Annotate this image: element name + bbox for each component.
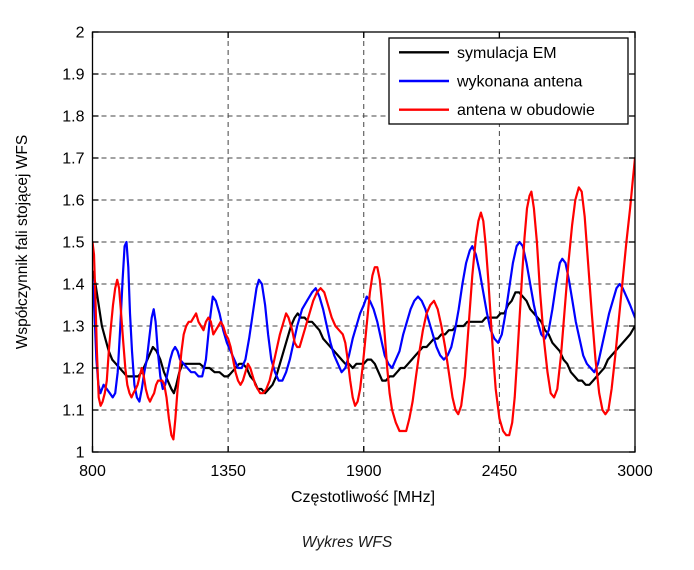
legend-label: antena w obudowie — [457, 102, 595, 119]
series-group — [92, 156, 635, 441]
legend-item: antena w obudowie — [399, 102, 595, 119]
x-tick-label: 3000 — [617, 463, 653, 480]
y-tick-label: 1.2 — [62, 361, 84, 378]
legend-item: wykonana antena — [399, 74, 583, 91]
y-tick-label: 1.6 — [62, 193, 84, 210]
legend-item: symulacja EM — [399, 45, 557, 62]
y-tick-label: 1.7 — [62, 151, 84, 168]
legend-label: wykonana antena — [456, 74, 583, 91]
y-tick-label: 1 — [76, 445, 85, 462]
series-line-wykonana-antena — [92, 240, 635, 403]
legend: symulacja EM wykonana antena antena w obud… — [388, 37, 629, 125]
y-axis-label: Współczynnik fali stojącej WFS — [14, 135, 31, 349]
legend-label: symulacja EM — [457, 45, 557, 62]
figure-caption: Wykres WFS — [301, 534, 393, 551]
y-tick-label: 2 — [76, 25, 85, 42]
x-tick-label: 800 — [79, 463, 106, 480]
y-tick-label: 1.8 — [62, 109, 84, 126]
y-tick-label: 1.5 — [62, 235, 84, 252]
x-tick-label: 1350 — [210, 463, 246, 480]
y-tick-label: 1.4 — [62, 277, 84, 294]
x-tick-label: 1900 — [346, 463, 382, 480]
x-tick-label: 2450 — [482, 463, 518, 480]
series-line-antena-w-obudowie — [92, 156, 635, 441]
y-tick-label: 1.1 — [62, 403, 84, 420]
y-tick-label: 1.9 — [62, 67, 84, 84]
y-tick-label: 1.3 — [62, 319, 84, 336]
x-axis-label: Częstotliwość [MHz] — [291, 489, 435, 506]
